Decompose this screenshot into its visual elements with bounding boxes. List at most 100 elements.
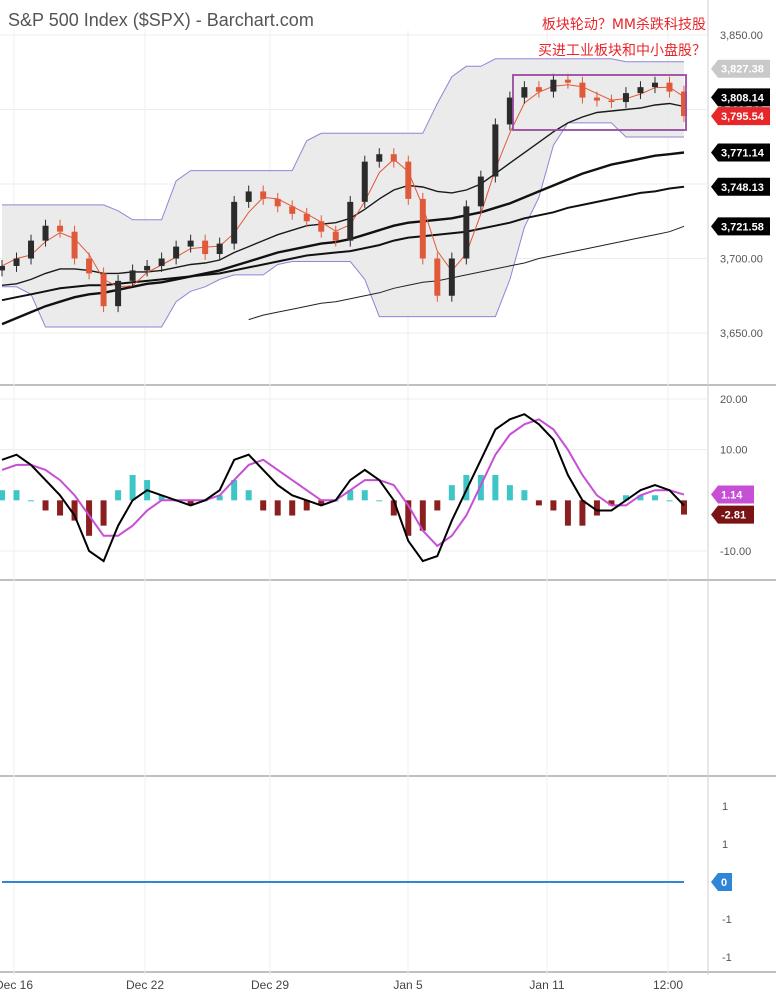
price-badge-label: 3,795.54 — [721, 111, 765, 123]
price-badge-shape — [711, 217, 770, 236]
candle-body — [0, 265, 5, 271]
price-tick-label: 3,700.00 — [720, 254, 763, 266]
price-badge-label: 3,827.38 — [721, 64, 764, 76]
macd-histogram-bar — [564, 500, 571, 526]
candle-body — [42, 225, 49, 241]
candle — [347, 195, 354, 247]
price-badge-shape — [711, 177, 770, 196]
macd-histogram-bar — [57, 500, 64, 516]
candle — [550, 73, 557, 98]
candle-body — [681, 91, 687, 117]
candle-body — [245, 191, 252, 202]
candle — [144, 259, 151, 277]
macd-histogram-bar — [579, 500, 586, 526]
macd-histogram-bar — [506, 485, 513, 501]
macd-badge-label: -2.81 — [721, 510, 746, 522]
chart-title: S&P 500 Index ($SPX) - Barchart.com — [8, 10, 314, 30]
candle-body — [579, 82, 586, 98]
macd-histogram-bar — [129, 475, 136, 501]
candle-body — [144, 265, 151, 271]
macd-histogram-bar — [28, 500, 35, 502]
x-tick-label: Dec 16 — [0, 978, 33, 992]
candle — [274, 192, 281, 213]
candle-body — [129, 270, 136, 281]
macd-histogram-bar — [681, 500, 687, 515]
macd-histogram-bar — [318, 500, 325, 506]
macd-line — [1, 413, 685, 563]
candle-body — [376, 154, 383, 162]
price-badge: 3,721.58 — [711, 217, 770, 236]
candle — [245, 185, 252, 208]
candle — [666, 76, 673, 98]
candle-body — [637, 87, 644, 94]
candle-body — [419, 198, 426, 259]
candle-body — [448, 258, 455, 296]
candle — [637, 81, 644, 100]
macd-badge-shape — [711, 505, 754, 524]
candle — [492, 118, 499, 183]
price-badge-shape — [711, 59, 770, 78]
price-badge-shape — [711, 143, 770, 162]
candle — [216, 237, 223, 260]
price-badge: 3,795.54 — [711, 107, 770, 126]
volume-tick-label: 1 — [722, 801, 728, 813]
candle-body — [289, 206, 296, 214]
candle-body — [666, 82, 673, 92]
macd-histogram-bar — [86, 500, 93, 536]
candle — [477, 170, 484, 213]
macd-histogram-bar — [42, 500, 49, 511]
candle — [434, 252, 441, 302]
candle-body — [405, 161, 412, 199]
x-tick-label: Dec 29 — [251, 978, 289, 992]
price-badge-label: 3,808.14 — [721, 92, 765, 104]
candle-body — [86, 258, 93, 274]
candle-body — [187, 240, 194, 247]
price-badge-label: 3,748.13 — [721, 182, 764, 194]
candle — [506, 91, 513, 131]
macd-histogram-bar — [100, 500, 107, 526]
macd-histogram-bar — [361, 490, 368, 501]
ma-20-line — [1, 102, 685, 286]
macd-histogram-bar — [463, 475, 470, 501]
macd-histogram-bar — [637, 495, 644, 501]
candle — [57, 219, 64, 238]
candle — [390, 148, 397, 168]
macd-histogram-bar — [666, 500, 673, 502]
price-badge: 3,827.38 — [711, 59, 770, 78]
highlight-box — [512, 74, 687, 131]
macd-tick-label: -10.00 — [720, 546, 751, 558]
volume-badge: 0 — [711, 873, 732, 891]
candle — [231, 195, 238, 250]
candle-body — [361, 161, 368, 202]
macd-histogram-bar — [71, 500, 78, 521]
x-tick-label: Jan 11 — [529, 978, 564, 992]
candle — [86, 252, 93, 280]
candle — [0, 259, 5, 277]
candle — [419, 192, 426, 265]
macd-histogram-bar — [419, 500, 426, 531]
candle-body — [28, 240, 35, 259]
candle — [100, 267, 107, 313]
price-badge-label: 3,771.14 — [721, 148, 765, 160]
macd-tick-label: 10.00 — [720, 445, 748, 457]
candle — [463, 200, 470, 265]
candle-body — [390, 154, 397, 162]
macd-histogram-bar — [651, 495, 658, 501]
candle-body — [564, 79, 571, 83]
macd-histogram-bar — [593, 500, 600, 516]
candle — [289, 200, 296, 220]
candle — [405, 155, 412, 205]
candle — [564, 73, 571, 89]
candle — [608, 94, 615, 109]
macd-badge: 1.14 — [711, 485, 754, 504]
candle-body — [260, 191, 267, 199]
bollinger-lower-line — [2, 122, 684, 328]
macd-histogram-bar — [376, 500, 383, 502]
candle-body — [550, 79, 557, 92]
macd-badge-label: 1.14 — [721, 490, 743, 502]
candle — [535, 81, 542, 98]
candle-body — [535, 87, 542, 92]
price-badge: 3,771.14 — [711, 143, 770, 162]
